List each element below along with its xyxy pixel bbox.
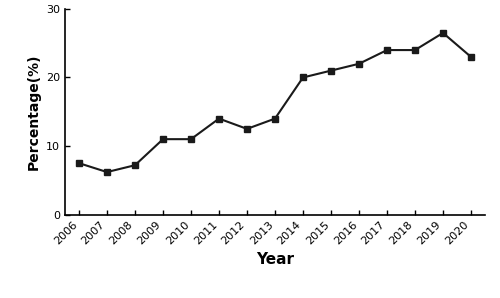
Y-axis label: Percentage(%): Percentage(%) (26, 54, 40, 170)
X-axis label: Year: Year (256, 252, 294, 267)
